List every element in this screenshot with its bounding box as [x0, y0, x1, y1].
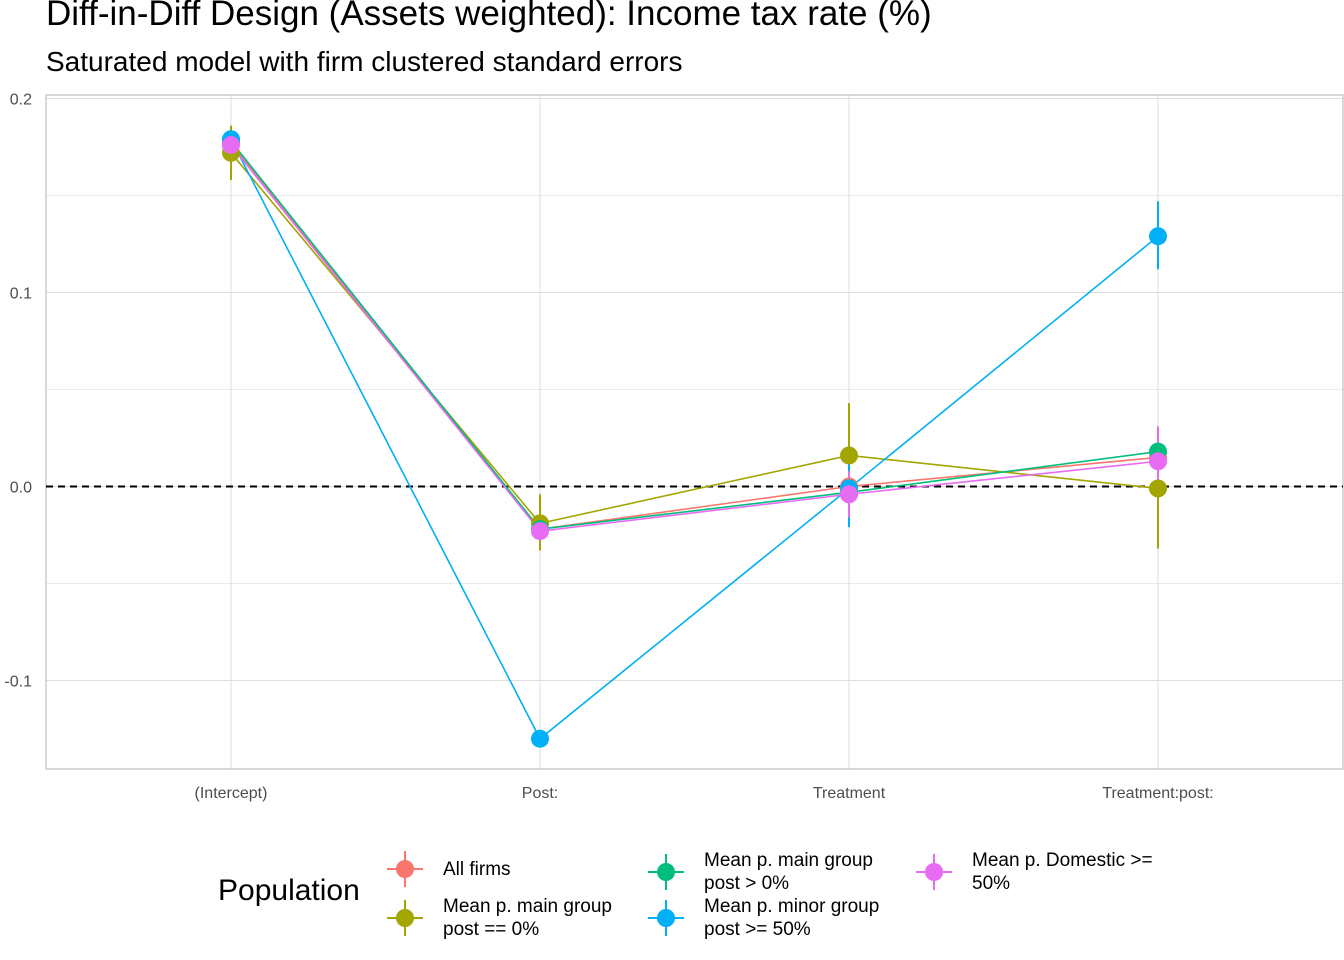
series-line-mean-p-minor-group-post-50 — [230, 138, 1159, 740]
chart-subtitle: Saturated model with firm clustered stan… — [46, 46, 683, 77]
legend-label: Mean p. main group post > 0% — [704, 850, 873, 894]
legend-label: All firms — [443, 858, 511, 880]
legend-title: Population — [218, 874, 360, 907]
legend-key-minor-group — [648, 900, 684, 936]
y-tick-label: -0.1 — [4, 674, 32, 691]
legend-item-minor-group: Mean p. minor group post >= 50% — [646, 895, 879, 941]
y-tick-label: 0.1 — [10, 286, 32, 303]
panel-border — [45, 94, 1344, 770]
series-line-mean-p-main-group-post-0 — [230, 152, 1159, 525]
series-line-all-firms — [230, 142, 1159, 531]
series-line-mean-p-domestic-50 — [230, 144, 1159, 532]
data-point-mean-p-minor-group-post-50 — [531, 729, 549, 748]
x-tick-label: Treatment — [813, 785, 886, 802]
legend-key-point — [396, 909, 414, 927]
y-tick-label: 0.2 — [10, 92, 32, 109]
x-tick-label: Post: — [522, 785, 558, 802]
x-tick-label: Treatment:post: — [1102, 785, 1213, 802]
data-point-mean-p-domestic-50 — [840, 485, 858, 504]
legend-key-point — [657, 863, 675, 881]
legend-key-point — [396, 860, 414, 878]
legend-item-domestic: Mean p. Domestic >= 50% — [914, 849, 1153, 895]
x-tick-label: (Intercept) — [195, 785, 268, 802]
legend-item-main-group-positive: Mean p. main group post > 0% — [646, 849, 873, 895]
legend-key-point — [657, 909, 675, 927]
data-point-mean-p-minor-group-post-50 — [1149, 227, 1167, 246]
legend-key-point — [925, 863, 943, 881]
legend-key-main-group-zero — [387, 900, 423, 936]
data-point-mean-p-main-group-post-0 — [840, 446, 858, 465]
data-point-mean-p-domestic-50 — [531, 522, 549, 541]
legend-label: Mean p. main group post == 0% — [443, 896, 612, 940]
chart-title: Diff-in-Diff Design (Assets weighted): I… — [46, 0, 932, 33]
legend-key-main-group-positive — [648, 854, 684, 890]
data-point-mean-p-main-group-post-0 — [1149, 479, 1167, 498]
legend-item-main-group-zero: Mean p. main group post == 0% — [385, 895, 612, 941]
data-point-mean-p-domestic-50 — [1149, 452, 1167, 471]
legend-key-all-firms — [387, 851, 423, 887]
legend-label: Mean p. Domestic >= 50% — [972, 850, 1153, 894]
series-line-mean-p-main-group-post-0 — [230, 140, 1159, 531]
legend-label: Mean p. minor group post >= 50% — [704, 896, 880, 940]
legend-item-all-firms: All firms — [385, 849, 511, 889]
y-tick-label: 0.0 — [10, 480, 32, 497]
data-point-mean-p-domestic-50 — [222, 136, 240, 155]
legend-key-domestic — [916, 854, 952, 890]
